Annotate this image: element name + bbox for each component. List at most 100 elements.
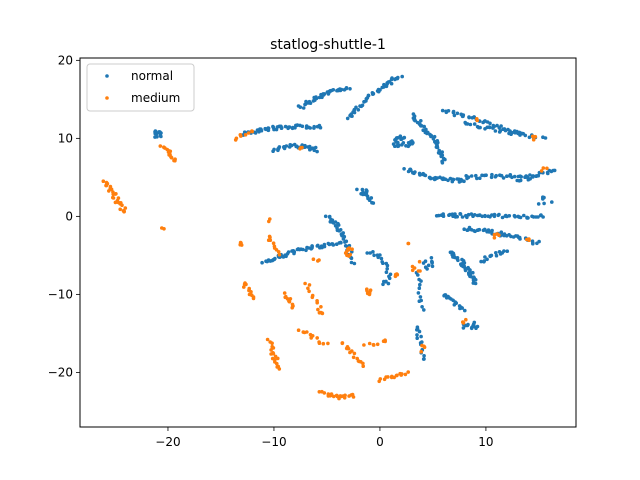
point-normal [444, 296, 449, 300]
point-medium [365, 288, 369, 293]
point-medium [383, 338, 387, 343]
point-normal [301, 106, 306, 110]
point-normal [393, 144, 397, 148]
point-normal [473, 278, 478, 282]
point-normal [307, 125, 311, 130]
point-medium [545, 166, 549, 171]
point-normal [443, 293, 447, 297]
point-normal [543, 136, 548, 140]
point-normal [310, 244, 314, 248]
point-normal [315, 149, 319, 154]
point-normal [434, 141, 438, 145]
point-medium [247, 292, 252, 297]
point-normal [466, 212, 471, 217]
point-normal [345, 116, 350, 121]
point-normal [436, 213, 441, 218]
point-medium [495, 232, 500, 236]
point-medium [162, 145, 166, 149]
point-medium [111, 196, 116, 200]
point-normal [296, 247, 301, 251]
point-normal [483, 213, 487, 218]
point-medium [307, 283, 312, 287]
point-medium [362, 343, 366, 347]
point-normal [471, 322, 476, 327]
point-medium [276, 356, 280, 361]
point-normal [362, 100, 367, 104]
point-normal [477, 227, 482, 232]
point-medium [158, 144, 163, 148]
point-normal [385, 263, 390, 268]
point-normal [155, 135, 159, 139]
point-medium [464, 317, 468, 322]
point-normal [460, 114, 465, 119]
point-normal [339, 87, 344, 92]
point-normal [304, 248, 308, 253]
point-normal [438, 151, 442, 155]
point-medium [492, 236, 497, 240]
point-normal [271, 124, 275, 129]
point-medium [317, 258, 321, 262]
point-normal [474, 173, 478, 178]
point-normal [498, 252, 503, 256]
point-medium [284, 294, 288, 299]
point-medium [322, 391, 327, 395]
series-medium [101, 117, 549, 401]
point-normal [493, 129, 498, 133]
point-medium [334, 393, 339, 398]
point-normal [491, 126, 495, 130]
point-normal [303, 102, 308, 107]
legend-label-normal: normal [131, 69, 173, 83]
point-normal [435, 145, 440, 150]
point-normal [365, 251, 370, 255]
point-normal [518, 215, 523, 220]
point-normal [259, 128, 264, 133]
point-medium [306, 286, 310, 291]
point-normal [478, 125, 482, 130]
point-medium [378, 377, 383, 381]
point-medium [419, 349, 424, 354]
point-normal [409, 168, 413, 173]
x-tick-label: −20 [155, 435, 180, 449]
point-normal [419, 279, 423, 283]
point-medium [367, 341, 372, 346]
point-normal [406, 141, 411, 145]
point-medium [492, 232, 497, 237]
point-normal [404, 144, 408, 148]
point-normal [472, 122, 477, 126]
point-normal [386, 281, 391, 286]
point-medium [527, 238, 531, 242]
point-normal [510, 175, 514, 180]
point-normal [372, 253, 376, 258]
point-medium [173, 158, 177, 163]
point-normal [496, 213, 501, 218]
point-normal [348, 87, 352, 91]
point-medium [309, 336, 314, 340]
point-medium [120, 203, 124, 207]
point-normal [381, 261, 385, 266]
point-medium [340, 341, 345, 346]
point-normal [473, 281, 478, 286]
point-normal [443, 177, 448, 181]
point-normal [428, 176, 433, 181]
point-medium [365, 291, 370, 296]
point-medium [461, 320, 465, 324]
point-normal [507, 214, 512, 218]
point-normal [410, 141, 415, 146]
point-medium [123, 206, 128, 210]
point-normal [461, 326, 466, 330]
point-normal [530, 214, 534, 219]
point-normal [338, 228, 343, 232]
legend-box [86, 63, 195, 112]
point-normal [527, 135, 532, 140]
point-medium [361, 364, 366, 369]
point-normal [518, 178, 523, 183]
point-medium [317, 390, 322, 394]
point-normal [298, 105, 303, 109]
series-normal [153, 74, 557, 361]
point-normal [451, 109, 456, 114]
point-medium [410, 264, 415, 269]
point-normal [440, 108, 445, 113]
legend-marker-normal [105, 74, 109, 78]
point-normal [400, 74, 405, 79]
point-normal [542, 201, 546, 206]
